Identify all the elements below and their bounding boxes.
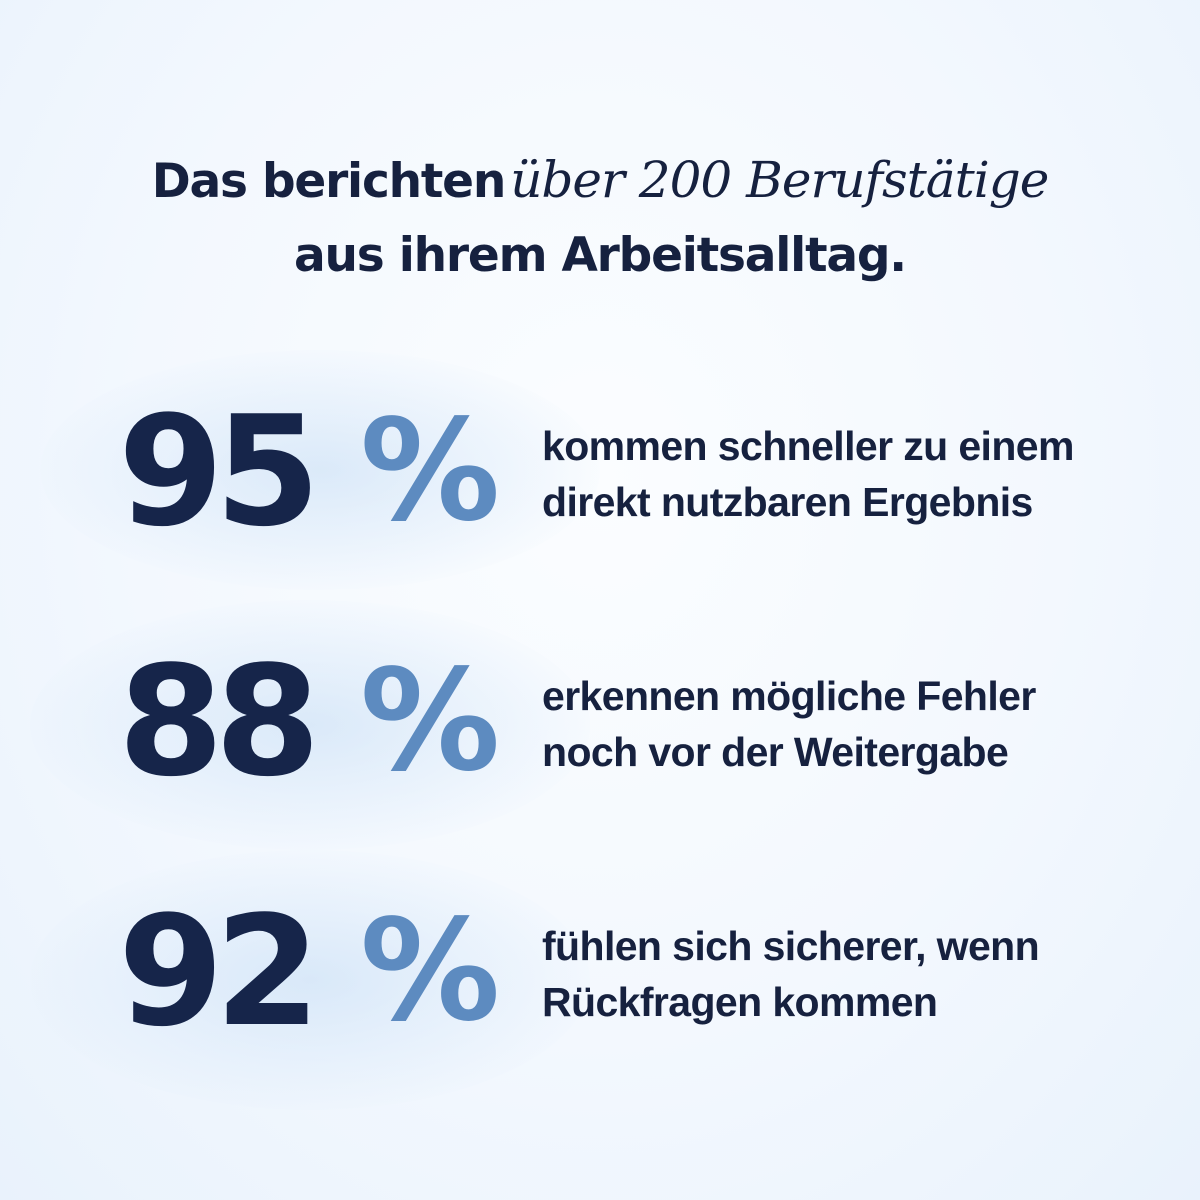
headline-bold-part: Das berichten bbox=[151, 154, 507, 209]
stat-description-line: erkennen mögliche Fehler bbox=[542, 673, 1036, 719]
stat-description-line: noch vor der Weitergabe bbox=[542, 729, 1009, 775]
background-blob bbox=[30, 600, 590, 850]
background-blob bbox=[30, 850, 590, 1110]
headline-line-1: Das berichten über 200 Berufstätige bbox=[0, 142, 1200, 218]
stat-percent-sign: % bbox=[360, 890, 501, 1053]
stat-description-line: fühlen sich sicherer, wenn bbox=[542, 923, 1040, 969]
headline-italic-part: über 200 Berufstätige bbox=[510, 151, 1049, 209]
stat-description-line: direkt nutzbaren Ergebnis bbox=[542, 479, 1033, 525]
stat-value: 88 bbox=[118, 633, 321, 810]
stat-description-line: kommen schneller zu einem bbox=[542, 423, 1074, 469]
background-blob bbox=[40, 350, 600, 590]
stat-description: erkennen mögliche Fehler noch vor der We… bbox=[542, 668, 1182, 780]
headline-line-2: aus ihrem Arbeitsalltag. bbox=[294, 228, 907, 283]
stat-description-line: Rückfragen kommen bbox=[542, 979, 938, 1025]
headline: Das berichten über 200 Berufstätige aus … bbox=[0, 142, 1200, 294]
stat-value: 95 bbox=[118, 383, 321, 560]
stat-row-95: 95 % kommen schneller zu einem direkt nu… bbox=[0, 372, 1200, 572]
stat-description: fühlen sich sicherer, wenn Rückfragen ko… bbox=[542, 918, 1182, 1030]
stat-percent-sign: % bbox=[360, 640, 501, 803]
stat-row-88: 88 % erkennen mögliche Fehler noch vor d… bbox=[0, 622, 1200, 822]
stat-description: kommen schneller zu einem direkt nutzbar… bbox=[542, 418, 1182, 530]
stat-value: 92 bbox=[118, 883, 321, 1060]
stat-row-92: 92 % fühlen sich sicherer, wenn Rückfrag… bbox=[0, 872, 1200, 1072]
stat-percent-sign: % bbox=[360, 390, 501, 553]
